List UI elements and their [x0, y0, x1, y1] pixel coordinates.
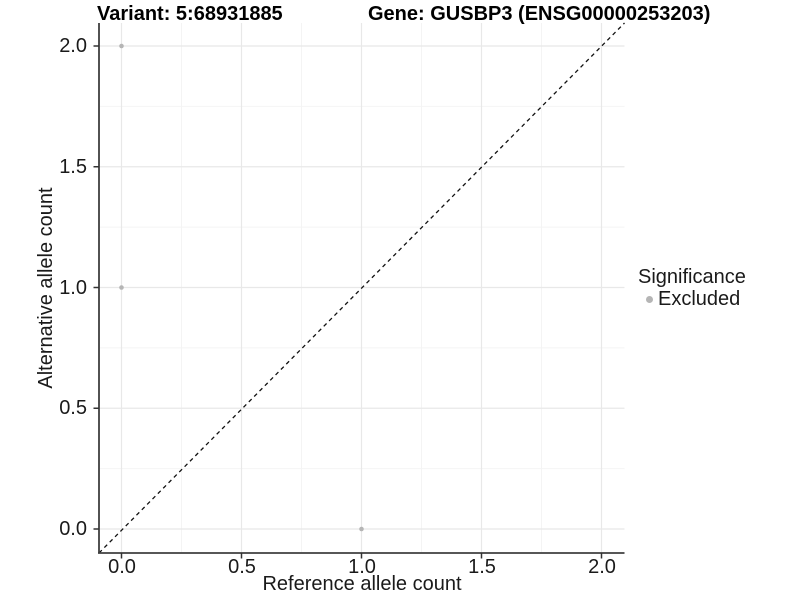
identity-line: [98, 22, 625, 554]
legend: Significance Excluded: [638, 266, 746, 310]
x-tick-label: 0.0: [108, 556, 136, 578]
y-tick-label: 1.5: [59, 156, 87, 178]
legend-title: Significance: [638, 266, 746, 288]
variant-title: Variant: 5:68931885: [97, 3, 283, 25]
legend-entry-label: Excluded: [658, 288, 741, 310]
x-axis-title: Reference allele count: [262, 573, 462, 595]
y-axis-title: Alternative allele count: [35, 187, 57, 389]
legend-entry: Excluded: [638, 289, 746, 310]
legend-point-icon: [646, 296, 653, 303]
data-point: [119, 285, 124, 290]
data-point: [359, 526, 364, 532]
y-tick-label: 1.0: [59, 277, 87, 299]
x-tick-label: 0.5: [228, 556, 256, 578]
x-tick-label: 2.0: [588, 556, 616, 578]
x-tick-label: 1.0: [348, 556, 376, 578]
y-tick-label: 0.0: [59, 518, 87, 540]
x-tick-label: 1.5: [468, 556, 496, 578]
data-point: [119, 43, 124, 49]
y-tick-label: 0.5: [59, 397, 87, 419]
y-tick-label: 2.0: [59, 35, 87, 57]
gene-title: Gene: GUSBP3 (ENSG00000253203): [368, 3, 711, 25]
